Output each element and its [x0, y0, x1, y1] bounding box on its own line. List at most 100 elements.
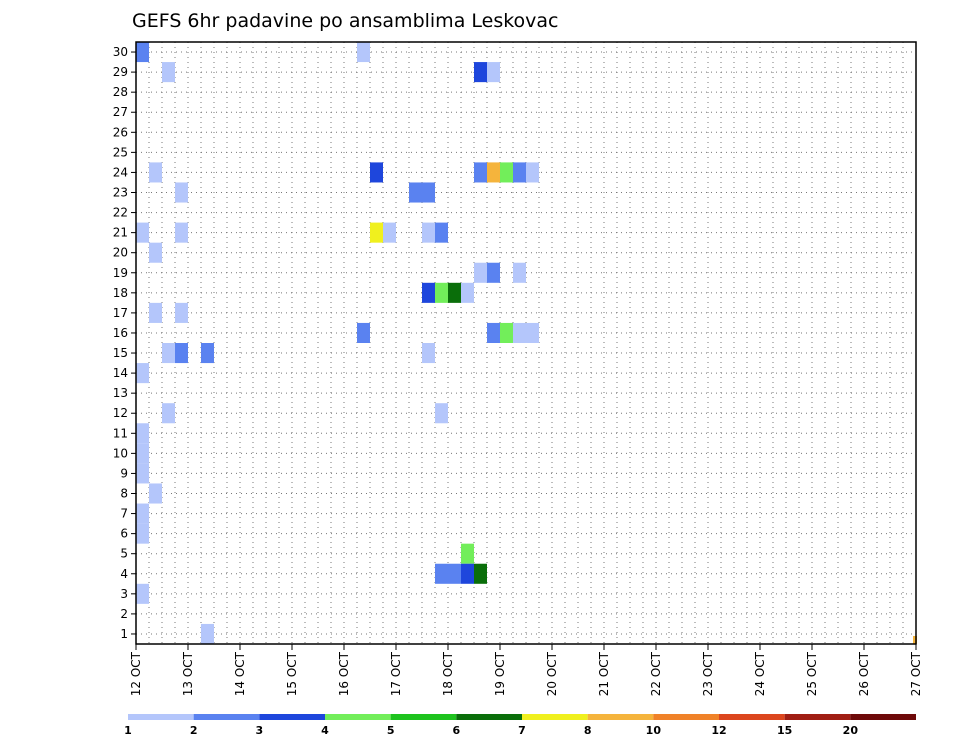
x-tick-label: 15 OCT — [285, 651, 299, 696]
precip-cell — [500, 162, 513, 183]
precip-cell — [500, 322, 513, 343]
legend-color-swatch — [259, 714, 325, 720]
precip-cell — [136, 503, 149, 524]
legend-color-swatch — [390, 714, 457, 720]
y-axis-ticks: 1234567891011121314151617181920212223242… — [113, 45, 136, 641]
legend-color-swatch — [784, 714, 851, 720]
legend-label: 2 — [190, 724, 198, 737]
y-tick-label: 1 — [120, 627, 128, 641]
y-tick-label: 11 — [113, 426, 128, 440]
precip-cell — [448, 563, 461, 584]
precip-cell — [435, 222, 448, 243]
y-tick-label: 24 — [113, 165, 128, 179]
legend-label: 12 — [711, 724, 726, 737]
y-tick-label: 17 — [113, 306, 128, 320]
y-tick-label: 3 — [120, 587, 128, 601]
y-tick-label: 7 — [120, 507, 128, 521]
precip-cell — [136, 583, 149, 604]
precip-cell — [513, 162, 526, 183]
precip-cell — [149, 302, 162, 323]
legend-color-swatch — [850, 714, 916, 720]
x-tick-label: 23 OCT — [701, 651, 715, 696]
legend-label: 4 — [321, 724, 329, 737]
y-tick-label: 6 — [120, 527, 128, 541]
x-tick-label: 14 OCT — [233, 651, 247, 696]
legend-color-swatch — [653, 714, 719, 720]
y-tick-label: 2 — [120, 607, 128, 621]
precip-cell — [149, 242, 162, 263]
precip-cell — [175, 182, 188, 203]
y-tick-label: 13 — [113, 386, 128, 400]
precip-cell — [383, 222, 396, 243]
y-tick-label: 10 — [113, 446, 128, 460]
x-tick-label: 22 OCT — [649, 651, 663, 696]
precip-cell — [487, 262, 500, 283]
y-tick-label: 29 — [113, 65, 128, 79]
x-tick-label: 17 OCT — [389, 651, 403, 696]
precip-cell — [370, 162, 383, 183]
x-tick-label: 18 OCT — [441, 651, 455, 696]
precip-cell — [461, 543, 474, 564]
precip-cell — [162, 403, 175, 424]
y-tick-label: 28 — [113, 85, 128, 99]
y-tick-label: 4 — [120, 567, 128, 581]
x-axis-ticks: 12 OCT 13 OCT 14 OCT 15 OCT 16 OCT 17 OCT 18 O… — [129, 644, 923, 696]
precip-cell — [474, 162, 487, 183]
legend-label: 8 — [584, 724, 592, 737]
precip-cell — [136, 423, 149, 444]
x-tick-label: 12 OCT — [129, 651, 143, 696]
precip-cell — [448, 282, 461, 303]
y-tick-label: 8 — [120, 487, 128, 501]
precip-cell — [136, 363, 149, 384]
color-legend: 1 2 3 4 5 6 7 8 10 12 15 20 — [124, 714, 916, 737]
precip-cell — [175, 222, 188, 243]
x-tick-label: 16 OCT — [337, 651, 351, 696]
precip-cell — [162, 62, 175, 83]
x-tick-label: 25 OCT — [805, 651, 819, 696]
y-tick-label: 21 — [113, 226, 128, 240]
precip-cell — [435, 403, 448, 424]
precip-cell — [136, 222, 149, 243]
precip-cell — [422, 222, 435, 243]
legend-color-swatch — [128, 714, 194, 720]
y-tick-label: 5 — [120, 547, 128, 561]
precip-cell — [149, 162, 162, 183]
precip-cell — [513, 322, 526, 343]
precip-cell — [136, 42, 149, 63]
x-tick-label: 27 OCT — [909, 651, 923, 696]
precip-cell — [513, 262, 526, 283]
precip-cell — [526, 162, 539, 183]
legend-color-swatch — [193, 714, 260, 720]
y-tick-label: 27 — [113, 105, 128, 119]
y-tick-label: 19 — [113, 266, 128, 280]
precip-cell — [422, 182, 435, 203]
precip-cell — [526, 322, 539, 343]
precip-cell — [474, 563, 487, 584]
precip-cell — [422, 343, 435, 364]
precip-cell — [461, 563, 474, 584]
legend-label: 15 — [777, 724, 792, 737]
y-tick-label: 22 — [113, 206, 128, 220]
precip-cell — [136, 443, 149, 464]
legend-color-swatch — [325, 714, 391, 720]
y-tick-label: 14 — [113, 366, 128, 380]
data-cells — [136, 42, 917, 644]
x-tick-label: 26 OCT — [857, 651, 871, 696]
precip-cell — [435, 282, 448, 303]
legend-color-swatch — [522, 714, 588, 720]
x-tick-label: 21 OCT — [597, 651, 611, 696]
precip-cell — [136, 523, 149, 544]
x-tick-label: 19 OCT — [493, 651, 507, 696]
legend-color-swatch — [719, 714, 785, 720]
legend-label: 7 — [518, 724, 526, 737]
y-tick-label: 9 — [120, 466, 128, 480]
y-tick-label: 26 — [113, 125, 128, 139]
precip-cell — [474, 262, 487, 283]
y-tick-label: 23 — [113, 186, 128, 200]
precip-cell — [175, 343, 188, 364]
precip-cell — [175, 302, 188, 323]
x-tick-label: 24 OCT — [753, 651, 767, 696]
y-tick-label: 18 — [113, 286, 128, 300]
precip-cell — [487, 322, 500, 343]
